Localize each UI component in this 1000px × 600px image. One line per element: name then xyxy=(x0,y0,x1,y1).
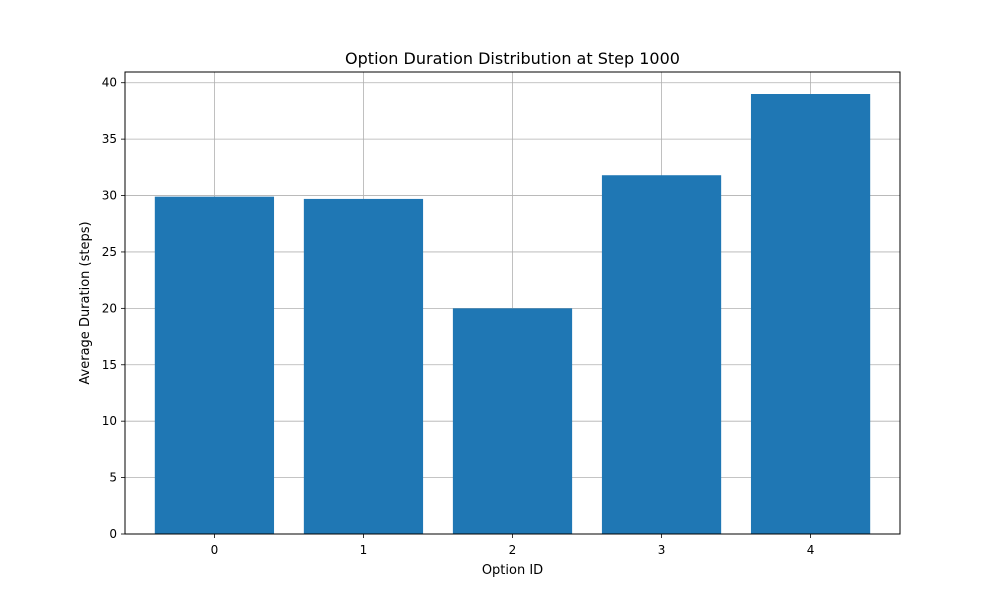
ticks-layer: 0 5 10 15 20 25 30 35 40 0 1 2 3 4 xyxy=(102,76,815,557)
bars-layer xyxy=(154,94,871,534)
y-tick-label: 40 xyxy=(102,76,117,90)
y-tick-label: 15 xyxy=(102,358,117,372)
x-tick-label: 4 xyxy=(807,543,815,557)
bar-option-4 xyxy=(750,94,871,534)
x-axis-label: Option ID xyxy=(482,563,543,578)
x-tick-label: 1 xyxy=(360,543,368,557)
y-tick-label: 35 xyxy=(102,132,117,146)
bar-option-3 xyxy=(601,175,722,534)
bar-option-0 xyxy=(154,196,275,534)
chart-title: Option Duration Distribution at Step 100… xyxy=(345,49,680,68)
y-tick-label: 0 xyxy=(109,527,117,541)
bar-option-2 xyxy=(452,308,573,534)
y-axis-label: Average Duration (steps) xyxy=(78,221,93,384)
x-tick-label: 2 xyxy=(509,543,517,557)
y-tick-label: 10 xyxy=(102,414,117,428)
y-tick-label: 30 xyxy=(102,189,117,203)
y-tick-label: 20 xyxy=(102,301,117,315)
x-tick-label: 3 xyxy=(658,543,666,557)
y-tick-label: 25 xyxy=(102,245,117,259)
x-tick-label: 0 xyxy=(211,543,219,557)
bar-option-1 xyxy=(303,198,424,534)
y-tick-label: 5 xyxy=(109,471,117,485)
